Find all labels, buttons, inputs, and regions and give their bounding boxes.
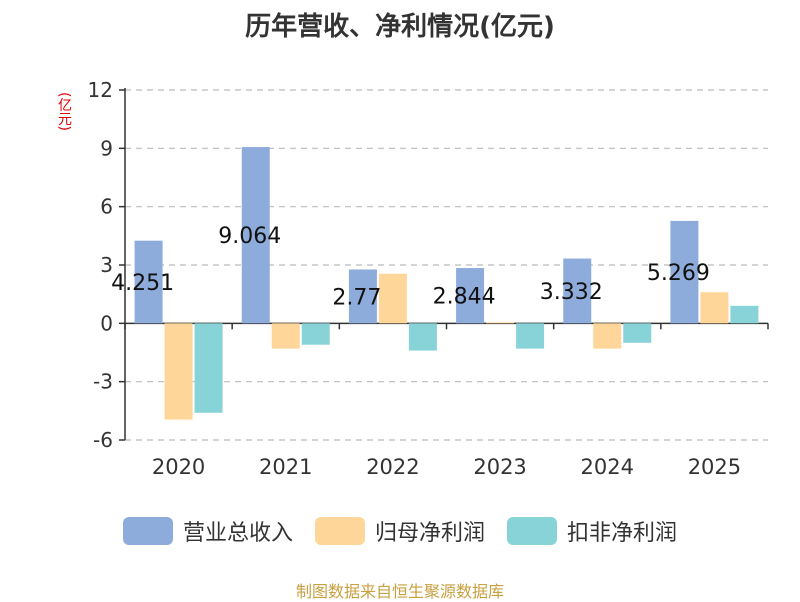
legend: 营业总收入 归母净利润 扣非净利润 [0, 515, 800, 547]
bar-营业总收入-2020 [134, 240, 163, 324]
x-tick-label: 2020 [152, 455, 205, 479]
bar-营业总收入-2024 [563, 258, 592, 324]
data-label: 2.77 [332, 285, 381, 310]
y-tick-label: 3 [100, 253, 113, 277]
bar-营业总收入-2021 [241, 147, 270, 324]
legend-label: 营业总收入 [182, 521, 293, 546]
axes: 12 9 6 3 0 -3 -6 2020 2021 2022 2023 2024 2025 [88, 78, 769, 479]
legend-label: 扣非净利润 [567, 521, 678, 546]
data-label: 2.844 [433, 285, 496, 310]
x-tick-label: 2022 [366, 455, 419, 479]
y-tick-label: 12 [88, 78, 113, 102]
legend-swatch [507, 517, 557, 545]
data-label: 5.269 [647, 261, 710, 286]
source-note: 制图数据来自恒生聚源数据库 [295, 582, 504, 601]
x-tick-label: 2023 [473, 455, 526, 479]
legend-item[interactable]: 营业总收入 [122, 515, 293, 547]
x-tick-label: 2021 [259, 455, 312, 479]
bar-归母净利润-2021 [271, 323, 300, 349]
data-label: 4.251 [111, 271, 174, 296]
legend-swatch [314, 517, 365, 545]
data-labels: 4.251 9.064 2.77 2.844 3.332 5.269 [111, 224, 710, 310]
bar-营业总收入-2025 [670, 220, 699, 324]
bar-归母净利润-2020 [164, 323, 193, 420]
chart-title: 历年营收、净利情况(亿元) [245, 12, 555, 42]
bar-扣非净利润-2023 [516, 323, 545, 349]
legend-label: 归母净利润 [374, 521, 485, 546]
y-tick-label: 9 [100, 136, 113, 160]
legend-item[interactable]: 归母净利润 [314, 515, 485, 547]
bar-扣非净利润-2024 [623, 323, 652, 343]
grid-lines [125, 89, 768, 441]
bar-营业总收入-2023 [456, 268, 485, 324]
bar-扣非净利润-2025 [730, 305, 759, 324]
x-tick-label: 2024 [581, 455, 634, 479]
y-tick-label: -6 [93, 428, 113, 452]
data-label: 9.064 [218, 224, 281, 249]
bar-扣非净利润-2021 [301, 323, 330, 345]
y-axis-unit-label: (亿元) [56, 92, 72, 131]
bar-归母净利润-2023 [486, 322, 515, 324]
x-tick-label: 2025 [688, 455, 741, 479]
bar-归母净利润-2022 [378, 273, 407, 324]
bar-归母净利润-2024 [593, 323, 622, 349]
legend-swatch [122, 517, 173, 545]
legend-item[interactable]: 扣非净利润 [507, 515, 677, 547]
y-tick-label: 6 [100, 195, 113, 219]
bars [134, 147, 759, 420]
bar-营业总收入-2022 [348, 269, 377, 324]
data-label: 3.332 [540, 280, 603, 305]
y-tick-label: 0 [100, 311, 113, 335]
bar-归母净利润-2025 [700, 292, 729, 324]
bar-扣非净利润-2022 [408, 323, 437, 351]
bar-扣非净利润-2020 [194, 323, 223, 413]
y-tick-label: -3 [93, 370, 113, 394]
